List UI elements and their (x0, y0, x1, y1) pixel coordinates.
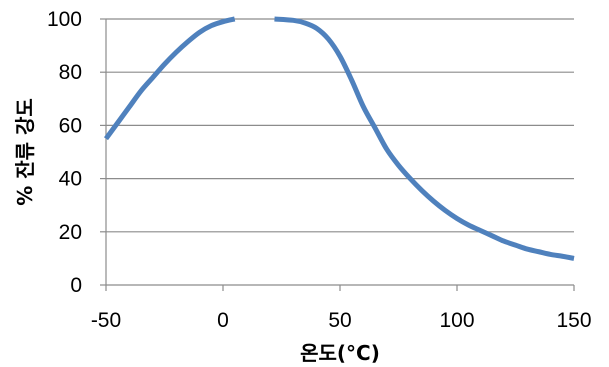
x-tick-label: 50 (328, 309, 351, 332)
y-axis-title: % 잔류 강도 (13, 98, 37, 206)
series-line-segment-1 (103, 16, 236, 141)
y-tick-label: 80 (59, 61, 82, 84)
y-tick-labels: 0 20 40 60 80 100 (47, 8, 82, 297)
y-tick-label: 20 (59, 221, 82, 244)
x-tick-label: 150 (556, 309, 591, 332)
x-tick-label: 0 (217, 309, 229, 332)
series-line-segment-2 (274, 16, 575, 261)
y-tick-label: 100 (47, 8, 82, 31)
x-axis-title: 온도(°C) (300, 341, 380, 365)
grid (106, 18, 574, 233)
x-tick-label: -50 (91, 309, 121, 332)
axes (100, 18, 575, 291)
x-tick-labels: -50 0 50 100 150 (91, 309, 592, 332)
y-tick-label: 40 (59, 168, 82, 191)
y-tick-label: 0 (70, 274, 82, 297)
series (103, 16, 575, 261)
x-tick-label: 100 (439, 309, 474, 332)
y-tick-label: 60 (59, 114, 82, 137)
